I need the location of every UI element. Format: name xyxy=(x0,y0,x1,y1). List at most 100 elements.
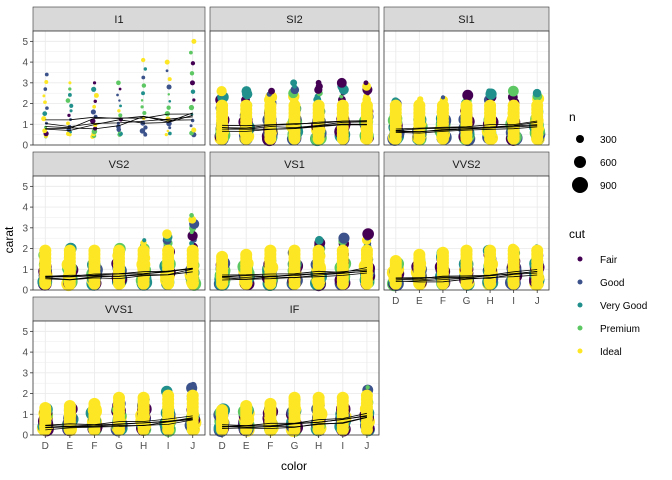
trend-line-good xyxy=(45,116,193,128)
point-fair xyxy=(192,98,196,102)
panel-border xyxy=(209,30,380,146)
point-ideal xyxy=(413,99,426,112)
trend-line-good xyxy=(222,416,367,429)
size-legend-key xyxy=(574,156,586,168)
point-good xyxy=(141,75,146,80)
point-ideal xyxy=(389,254,402,267)
point-very-good xyxy=(241,86,252,97)
color-legend-label: Ideal xyxy=(600,347,622,358)
point-very-good xyxy=(314,235,324,245)
point-fair xyxy=(190,61,196,66)
trend-line-ideal xyxy=(222,120,367,127)
point-ideal xyxy=(41,116,47,122)
data-points xyxy=(214,77,374,147)
point-ideal xyxy=(43,100,47,105)
point-ideal xyxy=(68,81,72,85)
trend-lines xyxy=(222,267,367,281)
point-very-good xyxy=(486,88,492,94)
x-tick-label: H xyxy=(315,441,322,452)
point-ideal xyxy=(240,99,253,112)
data-points xyxy=(213,384,375,438)
point-ideal xyxy=(264,397,277,410)
trend-line-ideal xyxy=(45,112,193,123)
point-ideal xyxy=(63,244,76,257)
point-ideal xyxy=(39,402,52,415)
point-ideal xyxy=(88,397,101,410)
color-legend-key xyxy=(577,348,583,354)
point-ideal xyxy=(166,129,170,133)
point-very-good xyxy=(69,103,74,108)
y-tick-label: 2 xyxy=(22,389,28,400)
y-tick-label: 5 xyxy=(22,182,28,193)
color-legend-title: cut xyxy=(569,227,586,241)
point-ideal xyxy=(360,389,373,402)
point-very-good xyxy=(168,131,172,136)
point-good xyxy=(45,106,49,110)
panel-border xyxy=(32,30,206,146)
point-good xyxy=(43,87,48,91)
point-ideal xyxy=(240,399,253,412)
y-tick-label: 5 xyxy=(22,327,28,338)
point-good xyxy=(440,95,446,100)
point-ideal xyxy=(531,99,544,112)
size-legend-label: 600 xyxy=(600,158,617,169)
point-ideal xyxy=(336,99,349,112)
facet-panel-if: IF D E F G H I J xyxy=(209,296,380,452)
x-tick-label: E xyxy=(67,441,74,452)
facet-panel-vs1: VS1 xyxy=(209,151,380,292)
x-tick-label: I xyxy=(512,296,515,307)
point-ideal xyxy=(42,94,46,98)
color-legend-label: Good xyxy=(600,278,624,289)
point-very-good xyxy=(168,99,172,103)
facet-strip xyxy=(383,6,550,32)
facet-strip-label: SI1 xyxy=(458,14,475,26)
point-fair xyxy=(462,89,474,101)
y-tick-label: 2 xyxy=(22,99,28,110)
trend-lines xyxy=(222,412,367,429)
data-points xyxy=(36,381,202,437)
facet-panel-vvs1: VVS1 0 1 2 3 4 5 D E F G H I J xyxy=(22,296,206,452)
x-tick-label: E xyxy=(243,441,250,452)
trend-line-fair xyxy=(45,114,193,131)
y-tick-label: 0 xyxy=(22,141,28,152)
facet-strip xyxy=(32,151,206,177)
y-tick-label: 4 xyxy=(22,58,28,69)
x-tick-label: G xyxy=(463,296,471,307)
point-ideal xyxy=(460,99,473,112)
point-ideal xyxy=(42,128,48,134)
panel-border xyxy=(32,175,206,291)
facet-strip-label: SI2 xyxy=(286,14,303,26)
point-ideal xyxy=(312,99,325,112)
facet-strip xyxy=(383,151,550,177)
trend-line-ideal xyxy=(222,412,367,427)
point-good xyxy=(116,93,119,97)
y-tick-label: 4 xyxy=(22,348,28,359)
point-good xyxy=(338,232,350,244)
trend-line-fair xyxy=(395,274,538,283)
size-legend-key xyxy=(572,177,588,193)
point-ideal xyxy=(216,85,227,97)
color-legend-key xyxy=(577,256,583,262)
point-ideal xyxy=(507,99,520,112)
point-good xyxy=(116,121,120,125)
trend-lines xyxy=(395,269,538,283)
point-premium xyxy=(140,105,144,109)
point-fair xyxy=(336,77,347,88)
point-ideal xyxy=(88,244,101,257)
facet-panel-vvs2: VVS2 D E F G H I J xyxy=(383,151,550,307)
y-tick-label: 4 xyxy=(22,203,28,214)
x-tick-label: I xyxy=(167,441,170,452)
facet-strip-label: I1 xyxy=(114,14,123,26)
x-tick-label: D xyxy=(392,296,399,307)
point-ideal xyxy=(216,250,229,263)
trend-line-premium xyxy=(222,269,367,277)
point-ideal xyxy=(336,391,349,404)
size-legend-label: 300 xyxy=(600,135,617,146)
point-very-good xyxy=(119,104,122,108)
point-ideal xyxy=(436,99,449,112)
point-premium xyxy=(189,71,195,76)
point-ideal xyxy=(137,391,150,404)
point-ideal xyxy=(167,77,172,82)
facet-strip-label: VVS1 xyxy=(105,304,133,316)
